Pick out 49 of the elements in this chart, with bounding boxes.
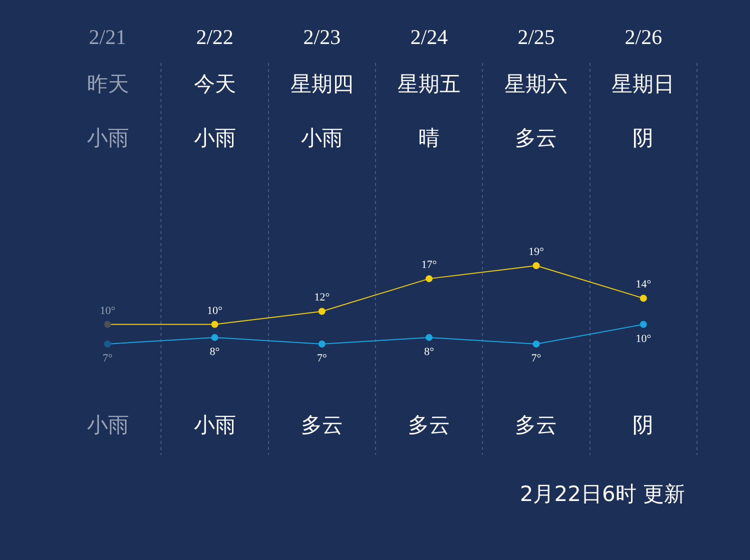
text: 星期四 <box>290 71 354 98</box>
point <box>104 320 112 328</box>
x-tick-label: 2/25 <box>518 25 555 50</box>
point <box>104 340 112 348</box>
point <box>318 308 326 315</box>
point <box>318 340 326 348</box>
text: 星期五 <box>396 71 462 98</box>
data-label: 17° <box>421 259 437 272</box>
text: 星期日 <box>610 71 676 98</box>
text: 阴 <box>632 412 654 439</box>
text: 昨天 <box>86 71 130 98</box>
data-label: 8° <box>424 346 434 358</box>
text: 小雨 <box>86 125 130 152</box>
data-label: 19° <box>528 246 544 258</box>
data-label: 10° <box>207 304 222 317</box>
data-label: 10° <box>100 304 116 317</box>
data-label: 7° <box>102 352 113 364</box>
text: 多云 <box>300 412 344 439</box>
point <box>532 340 540 348</box>
point <box>532 262 540 270</box>
data-label: 14° <box>636 278 652 291</box>
point <box>640 320 647 328</box>
point <box>211 334 218 341</box>
text: 晴 <box>418 125 440 152</box>
text: 多云 <box>407 412 451 439</box>
x-tick-label: 2/24 <box>410 25 448 50</box>
text: 小雨 <box>300 125 344 152</box>
data-label: 7° <box>531 352 542 364</box>
x-tick-label: 2/22 <box>196 25 234 50</box>
point <box>211 320 218 328</box>
data-label: 7° <box>316 352 327 364</box>
text: 2月22日6时 更新 <box>520 481 685 508</box>
text: 多云 <box>514 412 558 439</box>
data-label: 8° <box>210 346 220 358</box>
text: 阴 <box>632 125 654 152</box>
text: 今天 <box>193 71 237 98</box>
data-label: 12° <box>314 292 330 304</box>
x-tick-label: 2/26 <box>624 25 662 50</box>
point <box>426 334 433 341</box>
text: 星期六 <box>504 71 568 98</box>
point <box>640 294 647 302</box>
text: 小雨 <box>193 412 237 439</box>
text: 小雨 <box>86 412 130 439</box>
x-tick-label: 2/21 <box>88 25 126 50</box>
text: 多云 <box>514 125 558 152</box>
x-tick-label: 2/23 <box>303 25 341 50</box>
data-label: 10° <box>636 332 652 345</box>
point <box>426 275 433 282</box>
text: 小雨 <box>193 125 237 152</box>
